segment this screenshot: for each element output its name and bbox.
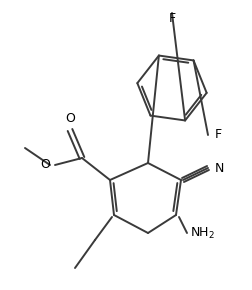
- Text: O: O: [40, 159, 50, 171]
- Text: NH$_2$: NH$_2$: [189, 225, 214, 240]
- Text: O: O: [65, 112, 75, 125]
- Text: F: F: [168, 12, 175, 24]
- Text: N: N: [214, 162, 224, 175]
- Text: F: F: [214, 128, 221, 142]
